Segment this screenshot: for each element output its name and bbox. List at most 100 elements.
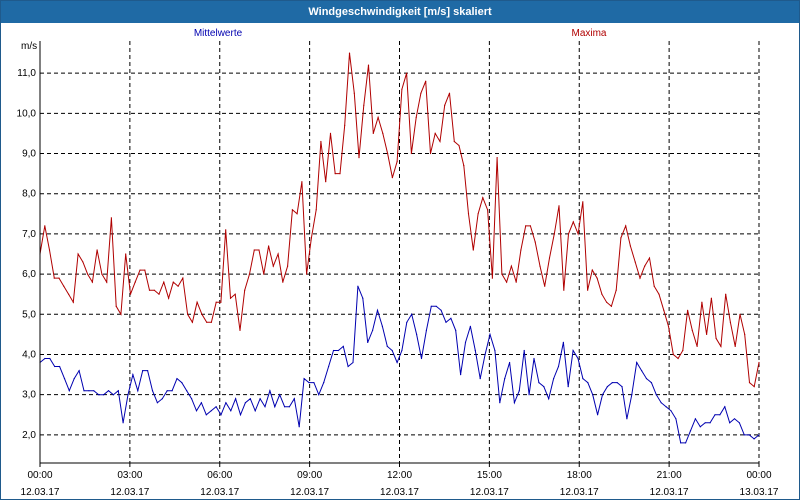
data-point-maxima xyxy=(87,273,89,275)
data-point-mittelwerte xyxy=(337,349,339,352)
series-line-maxima xyxy=(39,53,760,388)
data-point-maxima xyxy=(553,233,555,235)
data-point-mittelwerte xyxy=(709,422,711,424)
data-point-mittelwerte xyxy=(504,378,506,380)
data-point-maxima xyxy=(434,132,436,134)
data-point-maxima xyxy=(296,213,298,215)
data-point-mittelwerte xyxy=(357,285,359,287)
data-point-maxima xyxy=(396,161,398,163)
data-point-mittelwerte xyxy=(650,382,653,384)
data-point-mittelwerte xyxy=(186,390,188,392)
data-point-mittelwerte xyxy=(215,406,217,408)
data-point-mittelwerte xyxy=(191,398,193,400)
data-point-maxima xyxy=(53,277,55,279)
data-point-maxima xyxy=(491,277,493,279)
data-point-maxima xyxy=(306,273,308,275)
data-point-maxima xyxy=(725,293,727,295)
data-point-maxima xyxy=(444,104,446,106)
x-tick-time: 15:00 xyxy=(477,470,502,481)
data-point-maxima xyxy=(320,140,322,143)
data-point-mittelwerte xyxy=(107,390,110,392)
data-point-maxima xyxy=(277,253,279,255)
data-point-mittelwerte xyxy=(435,305,437,307)
data-point-mittelwerte xyxy=(425,329,427,331)
series-line-mittelwerte xyxy=(39,286,760,444)
data-point-maxima xyxy=(606,301,608,303)
data-point-maxima xyxy=(348,52,351,54)
data-point-maxima xyxy=(744,333,746,335)
data-point-maxima xyxy=(572,221,574,223)
data-point-mittelwerte xyxy=(582,378,584,380)
data-point-mittelwerte xyxy=(132,374,134,376)
data-point-maxima xyxy=(720,345,722,347)
data-point-mittelwerte xyxy=(572,349,574,352)
data-point-mittelwerte xyxy=(479,378,481,380)
data-point-maxima xyxy=(282,281,284,283)
data-point-maxima xyxy=(458,144,460,147)
x-tick-date: 12.03.17 xyxy=(200,487,239,498)
data-point-mittelwerte xyxy=(93,390,95,392)
data-point-maxima xyxy=(544,285,546,287)
data-point-mittelwerte xyxy=(147,370,149,372)
data-point-maxima xyxy=(244,289,246,291)
data-point-mittelwerte xyxy=(484,353,486,356)
data-point-mittelwerte xyxy=(347,365,349,368)
data-point-maxima xyxy=(610,305,613,307)
data-point-maxima xyxy=(634,261,636,263)
data-point-maxima xyxy=(439,140,441,143)
data-point-mittelwerte xyxy=(63,378,66,380)
data-point-mittelwerte xyxy=(694,418,697,420)
data-point-maxima xyxy=(268,245,270,247)
data-point-maxima xyxy=(663,309,665,311)
y-tick-label: 7,0 xyxy=(22,229,36,240)
data-point-mittelwerte xyxy=(406,321,408,323)
data-point-maxima xyxy=(467,213,470,215)
data-point-maxima xyxy=(715,337,717,339)
data-point-maxima xyxy=(591,269,593,271)
data-point-mittelwerte xyxy=(68,390,70,392)
y-tick-label: 2,0 xyxy=(22,430,36,441)
data-point-mittelwerte xyxy=(518,390,520,392)
y-tick-label: 8,0 xyxy=(22,189,36,200)
data-point-mittelwerte xyxy=(704,422,706,424)
y-tick-label: 6,0 xyxy=(22,269,36,280)
data-point-maxima xyxy=(529,225,532,227)
data-point-maxima xyxy=(710,297,713,299)
data-point-maxima xyxy=(101,273,103,275)
data-point-maxima xyxy=(344,124,346,126)
data-point-maxima xyxy=(653,285,655,287)
data-point-mittelwerte xyxy=(592,394,594,396)
data-point-maxima xyxy=(263,273,265,275)
data-point-maxima xyxy=(629,245,632,247)
data-point-maxima xyxy=(515,281,517,283)
data-point-mittelwerte xyxy=(254,410,256,412)
data-point-mittelwerte xyxy=(665,406,667,408)
data-point-maxima xyxy=(291,209,293,211)
data-point-maxima xyxy=(672,353,674,356)
legend-maxima: Maxima xyxy=(571,28,606,39)
data-point-maxima xyxy=(225,229,227,231)
y-tick-label: 10,0 xyxy=(17,108,37,119)
x-tick-time: 06:00 xyxy=(207,470,232,481)
data-point-maxima xyxy=(239,329,241,331)
data-point-mittelwerte xyxy=(460,374,462,376)
data-point-mittelwerte xyxy=(303,378,305,380)
data-point-mittelwerte xyxy=(621,386,623,388)
data-point-mittelwerte xyxy=(274,406,276,408)
data-point-mittelwerte xyxy=(553,378,555,380)
data-point-mittelwerte xyxy=(753,438,755,440)
data-point-maxima xyxy=(334,173,336,175)
y-tick-label: 3,0 xyxy=(22,390,36,401)
data-point-mittelwerte xyxy=(264,406,266,408)
x-tick-date: 12.03.17 xyxy=(560,487,599,498)
data-point-mittelwerte xyxy=(73,378,75,380)
data-point-maxima xyxy=(363,104,365,106)
data-point-mittelwerte xyxy=(376,309,379,311)
data-point-mittelwerte xyxy=(220,414,222,416)
data-point-maxima xyxy=(406,72,408,74)
data-point-maxima xyxy=(520,249,522,251)
y-tick-label: 5,0 xyxy=(22,309,36,320)
data-point-mittelwerte xyxy=(161,398,163,400)
data-point-maxima xyxy=(391,177,393,179)
